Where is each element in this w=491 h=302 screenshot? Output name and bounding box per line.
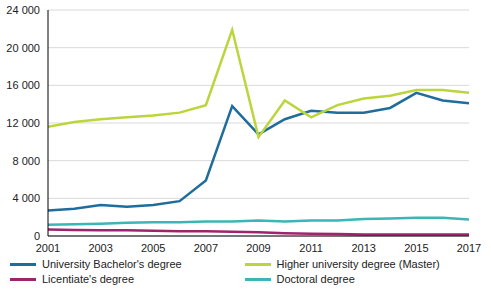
html-text:Licentiate's degree: Licentiate's degree [42,273,134,285]
svg-text:2005: 2005 [141,242,165,254]
svg-text:2001: 2001 [36,242,60,254]
svg-text:2003: 2003 [88,242,112,254]
svg-text:2013: 2013 [352,242,376,254]
svg-text:20 000: 20 000 [8,42,40,54]
svg-text:16 000: 16 000 [8,79,40,91]
svg-text:4 000: 4 000 [12,192,40,204]
svg-text:2015: 2015 [404,242,428,254]
html-text:Doctoral degree: Doctoral degree [276,273,355,285]
svg-text:24 000: 24 000 [8,4,40,16]
svg-text:0: 0 [34,230,40,242]
svg-text:2017: 2017 [457,242,481,254]
svg-text:2007: 2007 [194,242,218,254]
svg-text:2009: 2009 [246,242,270,254]
svg-text:8 000: 8 000 [12,155,40,167]
html-text:University Bachelor's degree: University Bachelor's degree [42,258,182,270]
svg-text:2011: 2011 [299,242,323,254]
svg-text:12 000: 12 000 [8,117,40,129]
html-text:Higher university degree (Mast: Higher university degree (Master) [276,258,440,270]
